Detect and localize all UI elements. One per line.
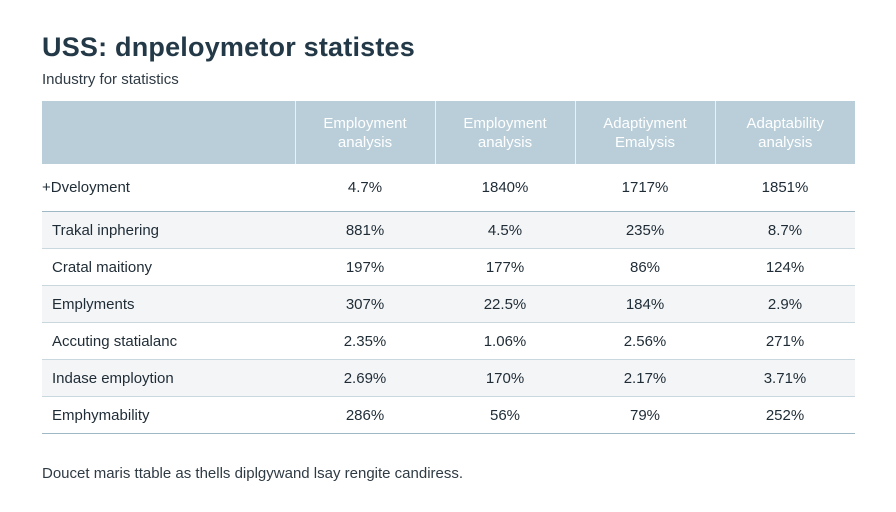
row-label: Emphymability bbox=[42, 396, 295, 434]
table-cell: 184% bbox=[575, 285, 715, 323]
table-cell: 3.71% bbox=[715, 359, 855, 397]
table-cell: 307% bbox=[295, 285, 435, 323]
table-cell: 286% bbox=[295, 396, 435, 434]
table-cell: 1.06% bbox=[435, 322, 575, 360]
row-label: Emplyments bbox=[42, 285, 295, 323]
table-cell: 8.7% bbox=[715, 211, 855, 249]
table-cell: 124% bbox=[715, 248, 855, 286]
table-footnote: Doucet maris ttable as thells diplgywand… bbox=[42, 465, 464, 482]
table-cell: 1840% bbox=[435, 164, 575, 212]
table-cell: 56% bbox=[435, 396, 575, 434]
row-label: Accuting statialanc bbox=[42, 322, 295, 360]
header-cell-col4: Adaptability analysis bbox=[714, 101, 855, 164]
table-cell: 1717% bbox=[575, 164, 715, 212]
table-row: +Dveloyment 4.7% 1840% 1717% 1851% bbox=[42, 164, 855, 212]
table-row: Trakal inphering 881% 4.5% 235% 8.7% bbox=[42, 211, 855, 249]
header-cell-corner bbox=[42, 101, 295, 164]
row-label: Trakal inphering bbox=[42, 211, 295, 249]
table-row: Emplyments 307% 22.5% 184% 2.9% bbox=[42, 285, 855, 323]
table-cell: 1851% bbox=[715, 164, 855, 212]
table-cell: 22.5% bbox=[435, 285, 575, 323]
table-cell: 197% bbox=[295, 248, 435, 286]
header-cell-col1: Employment analysis bbox=[294, 101, 435, 164]
table-cell: 4.7% bbox=[295, 164, 435, 212]
table-cell: 86% bbox=[575, 248, 715, 286]
table-cell: 2.9% bbox=[715, 285, 855, 323]
page-title: USS: dnpeloymetor statistes bbox=[42, 32, 415, 62]
table-row: Emphymability 286% 56% 79% 252% bbox=[42, 396, 855, 434]
table-row: Accuting statialanc 2.35% 1.06% 2.56% 27… bbox=[42, 322, 855, 360]
table-cell: 881% bbox=[295, 211, 435, 249]
table-cell: 177% bbox=[435, 248, 575, 286]
table-row: Indase employtion 2.69% 170% 2.17% 3.71% bbox=[42, 359, 855, 397]
table-cell: 170% bbox=[435, 359, 575, 397]
row-label: Cratal maitiony bbox=[42, 248, 295, 286]
table-cell: 2.69% bbox=[295, 359, 435, 397]
statistics-table: Employment analysis Employment analysis … bbox=[42, 101, 855, 434]
table-cell: 2.56% bbox=[575, 322, 715, 360]
table-row: Cratal maitiony 197% 177% 86% 124% bbox=[42, 248, 855, 286]
table-cell: 2.35% bbox=[295, 322, 435, 360]
table-cell: 271% bbox=[715, 322, 855, 360]
table-cell: 235% bbox=[575, 211, 715, 249]
page-subtitle: Industry for statistics bbox=[42, 71, 179, 88]
statistics-table-container: Employment analysis Employment analysis … bbox=[42, 101, 855, 434]
table-cell: 252% bbox=[715, 396, 855, 434]
header-cell-col2: Employment analysis bbox=[434, 101, 575, 164]
table-header-row: Employment analysis Employment analysis … bbox=[42, 101, 855, 164]
header-cell-col3: Adaptiyment Emalysis bbox=[574, 101, 715, 164]
table-cell: 2.17% bbox=[575, 359, 715, 397]
row-label: Indase employtion bbox=[42, 359, 295, 397]
table-cell: 4.5% bbox=[435, 211, 575, 249]
row-label: +Dveloyment bbox=[42, 164, 295, 212]
table-cell: 79% bbox=[575, 396, 715, 434]
